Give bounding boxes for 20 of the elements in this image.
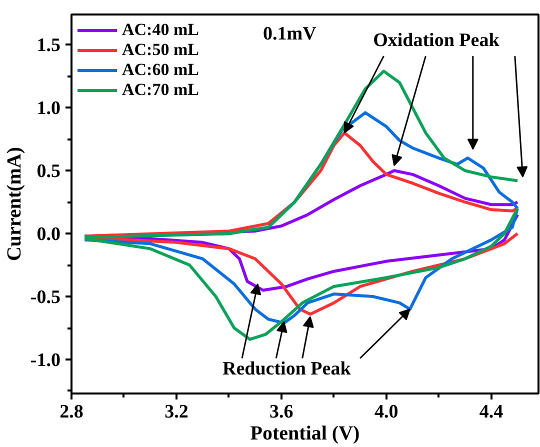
annotation: Oxidation Peak [373,30,500,52]
y-tick-label: 0.5 [36,161,60,182]
legend-label: AC:60 mL [122,60,199,80]
y-tick-label: -1.0 [30,350,60,372]
legend-label: AC:70 mL [122,80,199,100]
x-axis-title: Potential (V) [250,422,360,444]
y-tick-label: 1.5 [36,35,60,56]
y-tick-label: -0.5 [30,287,60,308]
x-tick-label: 4.4 [479,402,504,422]
x-tick-label: 2.8 [60,402,84,422]
annotation: 0.1mV [263,24,317,45]
annotation: Reduction Peak [222,358,352,380]
legend-label: AC:40 mL [122,20,199,40]
x-tick-label: 4.0 [374,402,398,422]
x-tick-label: 3.2 [164,402,188,422]
legend-label: AC:50 mL [122,40,199,60]
y-axis-title: Current(mA) [3,146,26,262]
x-tick-label: 3.6 [270,402,294,422]
y-tick-label: 0.0 [36,224,60,246]
y-tick-label: 1.0 [36,98,60,120]
